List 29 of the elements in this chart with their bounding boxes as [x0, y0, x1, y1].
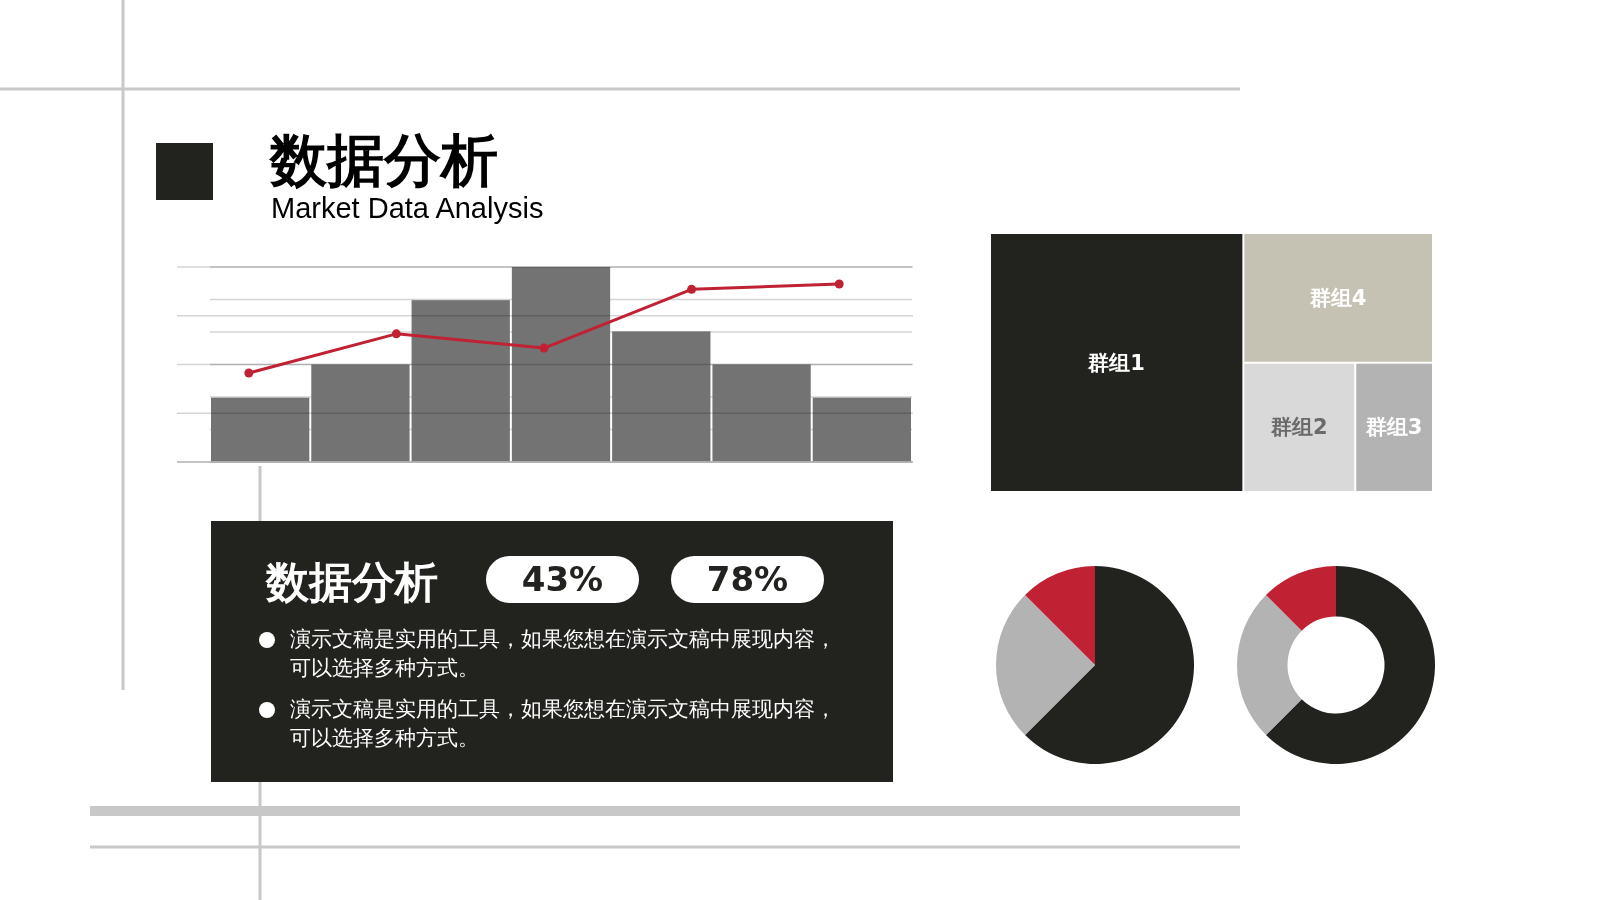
bar: [812, 397, 911, 462]
point: [244, 368, 254, 378]
chart-title: 数据分析: [268, 127, 498, 193]
pie-slice: [1025, 566, 1095, 665]
donut-slice: [1237, 595, 1302, 735]
bar: [311, 364, 410, 462]
bar: [612, 331, 711, 462]
donut-slice: [1266, 566, 1435, 764]
pie-slice: [1025, 566, 1194, 764]
chart-subtitle: Market Data Analysis: [271, 192, 544, 224]
text: 数据分析: [265, 557, 438, 607]
bar: [712, 364, 811, 462]
point: [834, 279, 844, 289]
point: [539, 343, 549, 353]
category-label: 群组2: [1270, 415, 1328, 440]
bar: [511, 267, 611, 462]
category-label: 群组4: [1308, 285, 1367, 310]
category-label: 群组1: [1087, 350, 1145, 375]
text: 78%: [706, 559, 789, 599]
pie-slice: [996, 595, 1095, 735]
point: [391, 329, 401, 339]
bar: [211, 397, 310, 462]
text: 演示文稿是实用的工具，如果您想在演示文稿中展现内容，可以选择多种方式。: [290, 696, 837, 752]
category-label: 群组3: [1364, 415, 1423, 440]
bar: [411, 300, 510, 462]
donut-slice: [1266, 566, 1336, 631]
point: [687, 284, 697, 294]
text: 43%: [521, 559, 604, 599]
text: 演示文稿是实用的工具，如果您想在演示文稿中展现内容，可以选择多种方式。: [290, 626, 837, 682]
